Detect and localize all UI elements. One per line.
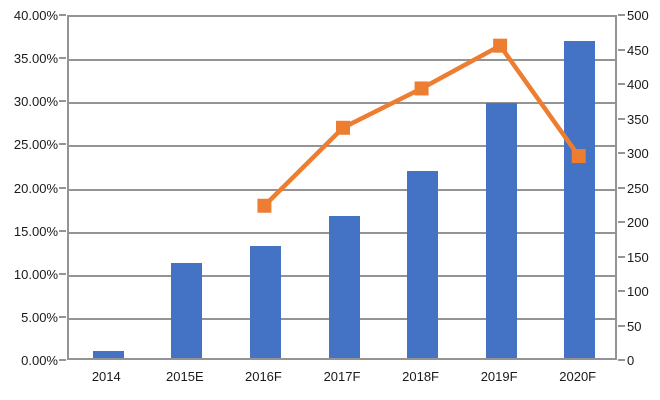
y-right-tick [618,359,625,361]
gridline [69,59,615,62]
bar-2020F [564,41,596,358]
bar-2016F [249,245,281,358]
line-marker [336,120,350,135]
y-right-tick [618,14,625,16]
y-right-tick [618,186,625,189]
y-right-tick-label: 500 [627,8,649,23]
x-category-label: 2014 [91,369,121,384]
line-marker [414,81,429,96]
y-left-tick [59,14,66,16]
y-right-tick-label: 450 [627,42,649,58]
y-right-tick-label: 200 [627,215,649,230]
y-left-tick-label: 35.00% [13,51,58,67]
plot-area [67,15,617,360]
y-right-tick [618,152,625,154]
y-right-tick [618,117,625,120]
y-left-tick [59,57,66,60]
gridline [69,102,615,105]
bar-2017F [328,215,360,358]
y-left-tick [59,100,66,103]
y-left-tick-label: 40.00% [13,8,58,23]
y-left-tick-label: 30.00% [13,94,58,110]
y-right-tick [618,324,625,327]
y-right-tick-label: 50 [627,318,642,334]
y-left-tick [59,143,66,146]
y-right-tick-label: 0 [627,353,635,368]
gridline [69,188,615,191]
y-right-tick-label: 400 [627,77,649,92]
y-left-tick [59,229,66,232]
line-marker [493,38,508,53]
y-left-tick-label: 5.00% [21,309,58,325]
y-left-tick-label: 0.00% [21,353,58,368]
bar-2018F [407,170,439,358]
y-left-tick-label: 10.00% [13,266,58,282]
x-category-label: 2018F [402,369,439,384]
line-marker [257,198,272,213]
bar-2014 [92,351,124,358]
x-category-label: 2015E [166,369,204,384]
x-category-label: 2017F [323,369,361,384]
y-right-tick [618,83,625,85]
x-category-label: 2020F [559,369,597,384]
x-category-label: 2016F [244,369,282,384]
bar-2015E [171,263,203,358]
line-marker [571,149,586,164]
y-left-tick [59,315,66,318]
line-path [262,42,581,208]
y-left-tick-label: 25.00% [13,137,58,153]
gridline [69,145,615,148]
y-right-tick [618,221,625,223]
y-left-tick [59,186,66,189]
y-right-tick [618,255,625,258]
y-right-tick-label: 350 [627,111,649,127]
x-category-label: 2019F [480,369,518,384]
y-left-tick [59,272,66,275]
y-right-tick-label: 250 [627,180,649,196]
y-right-tick [618,48,625,51]
y-left-tick-label: 20.00% [13,180,58,196]
y-left-tick-label: 15.00% [13,223,58,239]
bar-2019F [485,102,517,358]
y-right-tick-label: 300 [627,146,649,161]
y-right-tick-label: 150 [627,249,649,265]
y-right-tick [618,290,625,292]
line-series [257,38,586,213]
y-right-tick-label: 100 [627,284,649,299]
y-left-tick [59,359,66,361]
